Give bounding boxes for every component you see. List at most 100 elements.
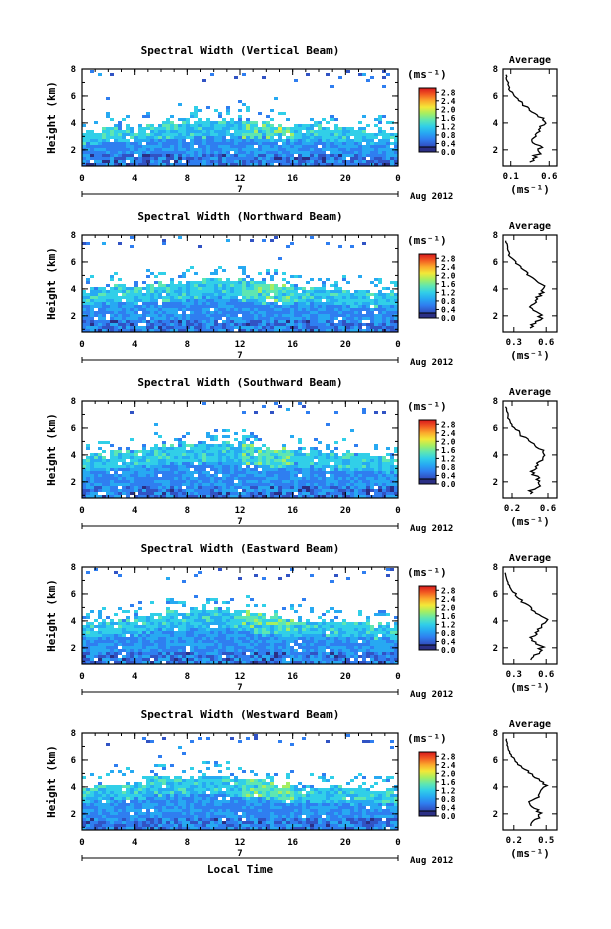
colorbar-tick-label: 0.8 [441,297,456,306]
profile-y-tick-label: 8 [493,65,498,75]
colorbar-tick-label: 2.8 [441,254,456,263]
profile-x-axis-label: (ms⁻¹) [510,349,550,362]
colorbar-tick-label: 0.4 [441,139,456,148]
colorbar-unit: (ms⁻¹) [407,732,447,745]
y-tick-label: 8 [71,231,76,241]
colorbar-tick-label: 2.8 [441,586,456,595]
profile-title: Average [509,719,551,730]
profile-x-axis-label: (ms⁻¹) [510,847,550,860]
colorbar-tick-label: 2.4 [441,761,456,770]
profile-x-axis-label: (ms⁻¹) [510,681,550,694]
colorbar-tick-label: 0.4 [441,803,456,812]
panel-2: Spectral Width (Northward Beam) 2 4 6 8 Heigh… [45,210,558,368]
profile-y-tick-label: 6 [493,590,498,600]
x-tick-label: 16 [287,174,298,184]
colorbar-tick-label: 1.2 [441,620,456,629]
profile-title: Average [509,553,551,564]
profile-line [504,240,546,329]
colorbar-tick-label: 2.0 [441,105,456,114]
x-tick-label: 0 [79,340,84,350]
colorbar-tick-label: 1.6 [441,280,456,289]
x-tick-label: 12 [235,340,246,350]
y-tick-label: 8 [71,563,76,573]
colorbar-tick-label: 2.0 [441,437,456,446]
x-tick-label: 4 [132,506,138,516]
profile-line [505,738,549,827]
x-tick-label: 8 [185,506,190,516]
profile-x-tick-label: 0.6 [538,670,554,680]
panel-title: Spectral Width (Northward Beam) [137,210,342,223]
y-tick-label: 4 [71,617,77,627]
x-tick-label: 20 [340,174,351,184]
date-day-label: 7 [237,351,242,361]
colorbar-tick-label: 2.4 [441,263,456,272]
x-tick-label: 0 [79,672,84,682]
x-tick-label: 12 [235,838,246,848]
colorbar-tick-label: 2.8 [441,752,456,761]
date-day-label: 7 [237,683,242,693]
profile-y-tick-label: 2 [493,478,498,488]
date-day-label: 7 [237,185,242,195]
x-tick-label: 4 [132,340,138,350]
profile-y-tick-label: 6 [493,92,498,102]
x-tick-label: 0 [79,174,84,184]
profile-line [505,74,547,163]
x-tick-label: 4 [132,174,138,184]
panel-5: Spectral Width (Westward Beam) 2 4 6 8 Height… [45,708,558,876]
colorbar [418,253,437,319]
profile-y-tick-label: 8 [493,563,498,573]
date-label: Aug 2012 [410,524,453,534]
profile-y-tick-label: 2 [493,312,498,322]
x-tick-label: 20 [340,506,351,516]
colorbar-tick-label: 0.4 [441,637,456,646]
panel-3: Spectral Width (Southward Beam) 2 4 6 8 Heigh… [45,376,558,534]
colorbar-tick-label: 1.2 [441,122,456,131]
colorbar-tick-label: 2.0 [441,769,456,778]
colorbar-unit: (ms⁻¹) [407,234,447,247]
x-tick-label: 20 [340,838,351,848]
colorbar-tick-label: 2.8 [441,420,456,429]
colorbar-unit: (ms⁻¹) [407,566,447,579]
y-tick-label: 4 [71,451,77,461]
colorbar-tick-label: 1.6 [441,446,456,455]
y-tick-label: 8 [71,729,76,739]
y-tick-label: 6 [71,92,76,102]
x-tick-label: 0 [395,506,400,516]
x-tick-label: 4 [132,838,138,848]
profile-y-tick-label: 2 [493,810,498,820]
profile-y-tick-label: 4 [493,617,499,627]
y-tick-label: 2 [71,146,76,156]
x-tick-label: 0 [395,174,400,184]
date-label: Aug 2012 [410,358,453,368]
x-tick-label: 20 [340,340,351,350]
colorbar [418,751,437,817]
date-day-label: 7 [237,849,242,859]
profile-y-tick-label: 6 [493,756,498,766]
date-label: Aug 2012 [410,192,453,202]
y-tick-label: 4 [71,119,77,129]
profile-x-tick-label: 0.2 [506,836,522,846]
colorbar-tick-label: 2.4 [441,429,456,438]
profile-x-axis-label: (ms⁻¹) [510,183,550,196]
x-tick-label: 16 [287,838,298,848]
colorbar-tick-label: 0.8 [441,463,456,472]
panel-1: Spectral Width (Vertical Beam) 2 4 6 8 Height… [45,44,558,202]
date-day-label: 7 [237,517,242,527]
colorbar-tick-label: 0.0 [441,812,456,821]
profile-line [504,406,546,495]
panel-title: Spectral Width (Eastward Beam) [141,542,340,555]
y-tick-label: 8 [71,65,76,75]
x-tick-label: 0 [395,838,400,848]
profile-x-tick-label: 0.6 [541,172,557,182]
colorbar-tick-label: 0.8 [441,131,456,140]
y-tick-label: 6 [71,258,76,268]
colorbar-tick-label: 1.2 [441,454,456,463]
profile-title: Average [509,55,551,66]
colorbar-tick-label: 0.0 [441,314,456,323]
y-tick-label: 8 [71,397,76,407]
x-tick-label: 20 [340,672,351,682]
x-tick-label: 0 [79,506,84,516]
y-axis-label: Height (km) [45,579,58,652]
y-axis-label: Height (km) [45,247,58,320]
